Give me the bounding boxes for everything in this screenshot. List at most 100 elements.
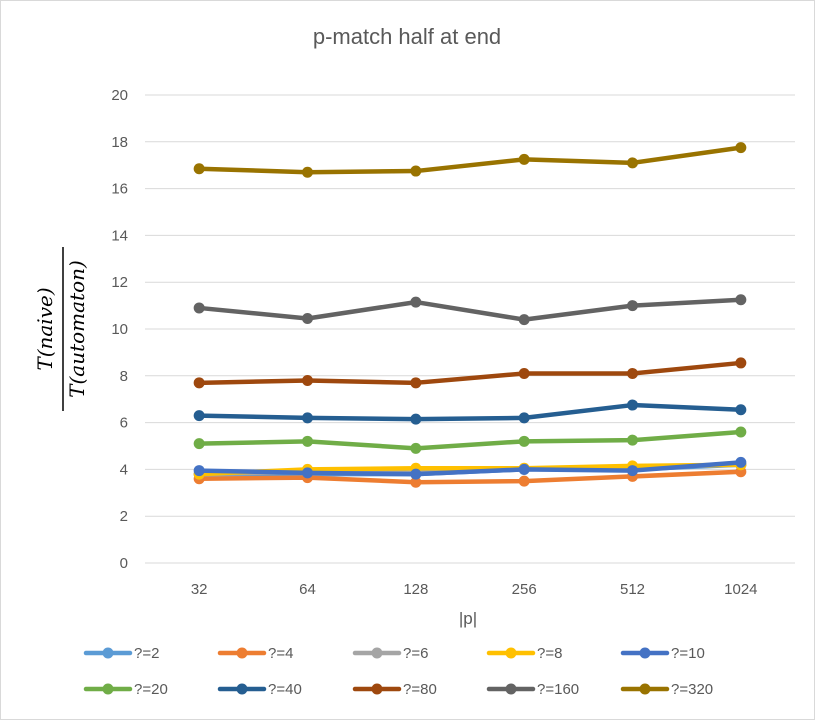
data-point — [627, 157, 638, 169]
y-tick-label: 18 — [111, 134, 128, 151]
y-axis-denominator: T(automaton) — [65, 260, 89, 398]
data-point — [518, 412, 530, 424]
data-point — [302, 467, 313, 479]
y-tick-label: 14 — [111, 227, 128, 244]
series-line — [196, 469, 744, 485]
data-point — [518, 435, 530, 447]
data-point — [302, 166, 313, 178]
data-point — [302, 435, 313, 447]
data-point — [627, 399, 638, 411]
data-point — [518, 463, 530, 475]
data-point — [193, 302, 205, 314]
data-point — [627, 434, 638, 446]
legend-item: ?=40 — [217, 681, 302, 698]
x-tick-label: 128 — [403, 581, 428, 598]
legend-label: ?=320 — [671, 681, 713, 698]
data-point — [410, 413, 422, 425]
series-line — [196, 460, 744, 477]
data-point — [193, 438, 205, 450]
y-tick-labels: 0 2 4 6 8 10 12 14 16 18 20 — [111, 87, 128, 572]
y-tick-label: 12 — [111, 274, 128, 291]
series-line — [196, 402, 744, 422]
legend-label: ?=10 — [671, 645, 705, 662]
legend-swatch-marker — [505, 647, 517, 659]
data-point — [410, 468, 422, 480]
y-tick-label: 6 — [120, 415, 128, 432]
data-point — [302, 412, 313, 424]
y-tick-label: 8 — [120, 368, 128, 385]
series-?=10 — [193, 456, 747, 480]
x-tick-label: 1024 — [724, 581, 757, 598]
legend-swatch-marker — [102, 647, 114, 659]
legend-item: ?=320 — [620, 681, 713, 698]
data-point — [302, 374, 313, 386]
series-line — [196, 145, 744, 175]
legend: ?=2 ?=4 ?=6 ?=8 ?=10 ?=20 ?=40 ?=80 ?=160 ?=320 — [83, 645, 713, 698]
y-tick-label: 16 — [111, 181, 128, 198]
y-tick-label: 0 — [120, 555, 128, 572]
data-point — [193, 377, 205, 389]
legend-item: ?=20 — [83, 681, 168, 698]
data-point — [410, 476, 422, 488]
legend-swatch-marker — [102, 683, 114, 695]
y-axis-title: T(naive) T(automaton) — [33, 247, 89, 411]
data-point — [193, 410, 205, 422]
legend-label: ?=4 — [268, 645, 293, 662]
legend-item: ?=8 — [486, 645, 562, 662]
legend-swatch-marker — [371, 647, 383, 659]
legend-swatch-marker — [505, 683, 517, 695]
series-?=320 — [193, 142, 747, 178]
legend-label: ?=80 — [403, 681, 437, 698]
data-point — [518, 314, 530, 326]
data-point — [518, 153, 530, 165]
legend-label: ?=6 — [403, 645, 428, 662]
series-line — [196, 360, 744, 386]
legend-item: ?=2 — [83, 645, 159, 662]
x-tick-labels: 32 64 128 256 512 1024 — [191, 581, 758, 598]
series-line — [196, 429, 744, 451]
legend-label: ?=160 — [537, 681, 579, 698]
data-point — [193, 163, 205, 175]
series-?=40 — [193, 399, 747, 425]
data-point — [735, 456, 747, 468]
series-line — [196, 297, 744, 322]
legend-swatch-marker — [639, 683, 651, 695]
legend-label: ?=20 — [134, 681, 168, 698]
y-tick-label: 20 — [111, 87, 128, 104]
legend-label: ?=2 — [134, 645, 159, 662]
y-tick-label: 10 — [111, 321, 128, 338]
legend-item: ?=10 — [620, 645, 705, 662]
legend-item: ?=4 — [217, 645, 293, 662]
legend-label: ?=40 — [268, 681, 302, 698]
data-point — [410, 377, 422, 389]
data-point — [627, 367, 638, 379]
x-tick-label: 512 — [620, 581, 645, 598]
data-point — [518, 367, 530, 379]
series-?=160 — [193, 294, 747, 326]
data-point — [627, 300, 638, 312]
data-point — [302, 312, 313, 324]
legend-item: ?=160 — [486, 681, 579, 698]
data-point — [410, 296, 422, 308]
data-point — [735, 404, 747, 416]
legend-swatch-marker — [371, 683, 383, 695]
data-point — [735, 357, 747, 369]
data-point — [735, 426, 747, 438]
legend-item: ?=80 — [352, 681, 437, 698]
series-?=80 — [193, 357, 747, 389]
y-axis-numerator: T(naive) — [33, 287, 57, 370]
y-tick-label: 4 — [120, 461, 128, 478]
legend-item: ?=6 — [352, 645, 428, 662]
x-tick-label: 64 — [299, 581, 316, 598]
series-layer — [193, 142, 747, 488]
chart-title: p-match half at end — [313, 24, 501, 49]
series-line — [196, 462, 744, 477]
x-tick-label: 256 — [512, 581, 537, 598]
data-point — [735, 294, 747, 306]
data-point — [193, 465, 205, 477]
data-point — [735, 142, 747, 154]
legend-swatch-marker — [639, 647, 651, 659]
x-axis-title: |p| — [459, 609, 477, 628]
